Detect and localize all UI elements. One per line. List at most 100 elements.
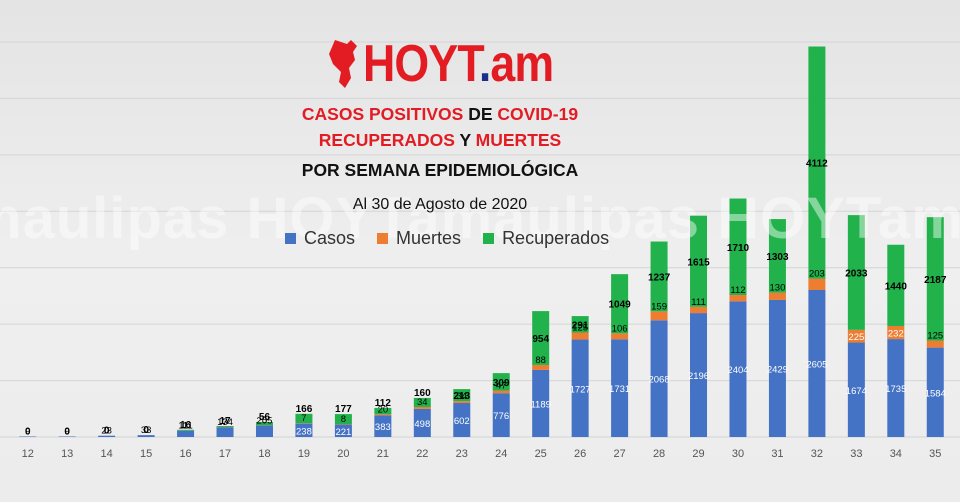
bar-casos — [374, 415, 392, 437]
data-label: 1731 — [609, 384, 630, 395]
bar-recuperados — [847, 215, 865, 330]
data-label: 2033 — [845, 268, 868, 279]
tamaulipas-map-icon — [329, 40, 357, 88]
legend-item-casos: Casos — [285, 228, 355, 249]
bar-muertes — [374, 414, 392, 416]
data-label: 7 — [301, 413, 306, 424]
data-label: 498 — [414, 419, 430, 430]
data-label: 309 — [493, 378, 510, 389]
legend: Casos Muertes Recuperados — [285, 228, 609, 249]
data-label: 2429 — [767, 364, 788, 375]
x-tick-label: 23 — [456, 448, 468, 460]
x-tick-label: 26 — [574, 448, 586, 460]
data-label: 88 — [535, 355, 546, 366]
data-label: 9 — [65, 426, 70, 437]
bar-casos — [650, 320, 668, 437]
bar-muertes — [808, 278, 826, 291]
data-label: 4112 — [806, 159, 828, 170]
bar-recuperados — [413, 397, 431, 407]
bar-casos — [413, 408, 431, 437]
bar-casos — [808, 290, 826, 437]
data-label: 56 — [259, 412, 271, 423]
bar-muertes — [532, 364, 550, 370]
bar-muertes — [492, 390, 510, 394]
data-label: 1727 — [570, 384, 591, 395]
legend-label: Recuperados — [502, 228, 610, 248]
data-label: 776 — [493, 411, 509, 422]
bar-casos — [532, 369, 550, 437]
data-label: 106 — [612, 323, 628, 334]
data-label: 0 — [143, 425, 149, 436]
x-tick-label: 27 — [613, 448, 625, 460]
data-label: 2404 — [727, 365, 748, 376]
x-tick-label: 16 — [179, 448, 191, 460]
legend-swatch — [285, 233, 296, 244]
data-label: 159 — [651, 301, 667, 312]
data-label: 0 — [64, 426, 70, 437]
legend-item-recuperados: Recuperados — [483, 228, 609, 249]
bar-casos — [690, 313, 708, 437]
data-label: 5 — [262, 415, 267, 426]
data-label: 2605 — [806, 360, 827, 371]
data-label: 225 — [848, 332, 864, 343]
bar-casos — [295, 423, 313, 437]
data-label: 160 — [414, 388, 431, 399]
data-label: 111 — [691, 297, 705, 308]
x-tick-label: 29 — [692, 448, 704, 460]
data-label: 1674 — [846, 386, 867, 397]
date-subtitle: Al 30 de Agosto de 2020 — [352, 196, 528, 213]
data-label: 0 — [65, 426, 70, 437]
bar-casos — [611, 339, 629, 437]
bar-casos — [58, 436, 76, 437]
bar-recuperados — [374, 407, 392, 415]
bar-muertes — [887, 326, 905, 340]
data-label: 1 — [183, 421, 188, 432]
title-line-1: CASOS POSITIVOS DE COVID-19 — [301, 104, 579, 124]
bar-recuperados — [690, 215, 708, 307]
data-label: 34 — [417, 397, 428, 408]
data-label: 1049 — [608, 300, 631, 311]
bar-casos — [98, 435, 116, 437]
data-label: 1440 — [885, 281, 908, 292]
data-label: 0 — [25, 426, 30, 437]
x-tick-label: 25 — [535, 448, 547, 460]
bar-muertes — [453, 401, 471, 404]
x-tick-label: 24 — [495, 448, 507, 460]
data-label: 174 — [217, 417, 233, 428]
data-label: 1237 — [648, 272, 671, 283]
bars — [19, 46, 944, 437]
data-label: 383 — [375, 422, 391, 433]
bar-casos — [847, 342, 865, 437]
bar-casos — [19, 436, 37, 437]
data-label: 125 — [572, 322, 588, 333]
bar-recuperados — [650, 241, 668, 312]
data-label: 602 — [454, 416, 470, 427]
data-label: 221 — [335, 427, 351, 438]
data-label: 34 — [456, 391, 467, 402]
bar-recuperados — [926, 217, 944, 341]
bar-casos — [216, 427, 234, 437]
bar-recuperados — [255, 421, 273, 426]
bar-recuperados — [532, 311, 550, 365]
x-tick-label: 28 — [653, 448, 665, 460]
bar-casos — [334, 424, 352, 437]
x-axis: 12 13 14 15 16 17 18 19 20 21 22 23 24 25 26 27 28 29 30 31… — [22, 448, 942, 460]
data-label: 166 — [296, 404, 313, 415]
x-tick-label: 17 — [219, 448, 231, 460]
data-label: 8 — [341, 414, 346, 425]
legend-label: Casos — [304, 228, 356, 248]
data-label: 2187 — [924, 275, 947, 286]
logo-text: HOYT.am — [363, 35, 554, 93]
x-tick-label: 21 — [377, 448, 389, 460]
legend-swatch — [483, 233, 495, 244]
data-label: 3 — [222, 417, 227, 428]
x-tick-label: 34 — [890, 448, 902, 460]
bar-recuperados — [808, 46, 826, 279]
data-label: 1615 — [687, 257, 710, 268]
data-label: 205 — [257, 415, 273, 426]
bar-recuperados — [334, 414, 352, 425]
x-tick-label: 31 — [771, 448, 783, 460]
bar-muertes — [611, 333, 629, 340]
